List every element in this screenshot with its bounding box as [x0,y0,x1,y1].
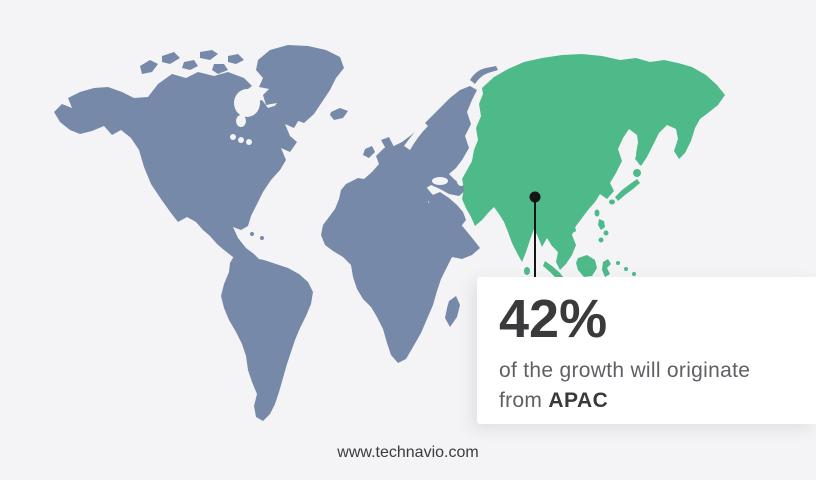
arctic-islands-siberia [625,71,631,77]
island-ireland [363,146,375,158]
island-hokkaido [633,169,641,177]
island-sakhalin [636,131,644,165]
region-europe [348,86,477,207]
island-iceland [330,108,348,120]
stat-description-line1: of the growth will originate [499,359,751,383]
stat-value: 42% [499,289,608,349]
great-lakes [230,134,236,140]
stat-description: of the growth will originate from APAC [499,356,798,416]
island-sulawesi [602,259,611,277]
arctic-islands [200,50,218,60]
island-kyushu [609,199,615,205]
stat-region-label: APAC [548,389,609,413]
caribbean-islands [250,232,254,236]
hudson-bay-south [236,115,246,127]
continent-north-america [54,72,300,265]
island-honshu [615,179,640,201]
island-novaya-zemlya [470,66,498,84]
caribbean-islands [260,236,264,240]
black-sea [432,177,448,185]
arctic-islands-siberia [638,67,642,71]
arctic-islands-siberia [709,85,715,91]
arctic-islands [140,60,158,74]
island-madagascar [445,296,460,327]
island-greenland [256,45,344,123]
apac-marker-dot [529,191,541,203]
island-sumatra [543,261,564,279]
island-hainan [570,227,576,233]
hudson-bay [234,89,260,117]
arctic-islands [182,60,198,70]
islands-philippines [603,230,609,236]
great-lakes [238,137,244,143]
region-asia-highlight [462,54,725,270]
islands-philippines [598,219,605,230]
islands-philippines [598,237,604,243]
baltic-sea [404,122,428,150]
source-url: www.technavio.com [337,444,479,461]
continent-south-america [221,252,313,421]
islands-indonesia [632,272,636,276]
island-taiwan [594,209,600,217]
island-sri-lanka [524,267,530,275]
islands-indonesia [624,267,628,271]
arctic-islands [228,54,244,64]
island-borneo [576,255,597,277]
stat-card: 42% of the growth will originate from AP… [477,277,816,424]
arctic-islands [162,52,180,64]
arctic-islands [212,64,228,74]
stat-description-line2-prefix: from [499,389,549,413]
region-arabia [428,192,466,241]
islands-indonesia [616,261,620,265]
great-lakes [246,139,252,145]
